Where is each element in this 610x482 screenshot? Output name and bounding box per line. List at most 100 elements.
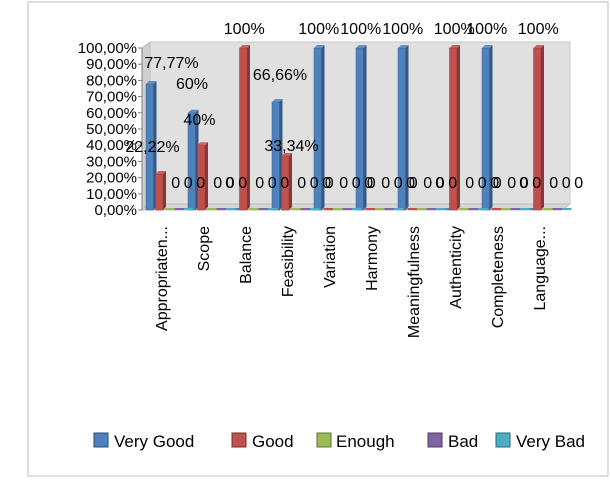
bar bbox=[352, 208, 362, 210]
bar bbox=[468, 208, 478, 210]
bar bbox=[375, 208, 385, 210]
bar-side bbox=[405, 45, 409, 210]
data-label: 0 bbox=[562, 175, 571, 192]
legend-label: Very Good bbox=[114, 432, 194, 451]
x-tick-label: Language... bbox=[532, 226, 549, 311]
data-label: 100% bbox=[466, 21, 507, 38]
legend-swatch bbox=[93, 432, 109, 448]
data-label: 33,34% bbox=[264, 138, 318, 155]
bar-top bbox=[482, 45, 493, 48]
bar-top bbox=[146, 81, 157, 85]
x-tick-label: Variation bbox=[322, 226, 339, 288]
data-label: 0 bbox=[196, 175, 205, 192]
bar bbox=[478, 208, 488, 210]
data-label: 100% bbox=[434, 21, 475, 38]
y-tick-label: 100,00% bbox=[78, 40, 137, 57]
x-tick-label: Meaningfulness bbox=[406, 226, 423, 338]
bar bbox=[417, 208, 427, 210]
data-label: 0 bbox=[225, 175, 234, 192]
bar-top bbox=[356, 45, 367, 48]
bar-top bbox=[197, 142, 208, 146]
bar bbox=[436, 208, 446, 210]
data-label: 0 bbox=[213, 175, 222, 192]
bar bbox=[520, 208, 530, 210]
data-label: 0 bbox=[409, 175, 418, 192]
bar bbox=[271, 101, 280, 211]
y-tick-label: 70,00% bbox=[86, 89, 137, 106]
x-tick-label: Completeness bbox=[490, 226, 507, 328]
y-tick-label: 30,00% bbox=[86, 153, 137, 170]
data-label: 22,22% bbox=[125, 139, 179, 156]
data-label: 0 bbox=[532, 175, 541, 192]
data-label: 0 bbox=[226, 175, 235, 192]
bar bbox=[155, 173, 164, 211]
data-label: 0 bbox=[507, 175, 516, 192]
y-tick-label: 80,00% bbox=[86, 72, 137, 89]
bar bbox=[407, 208, 417, 210]
y-tick-label: 10,00% bbox=[86, 186, 137, 203]
data-label: 100% bbox=[518, 21, 559, 38]
data-label: 0 bbox=[519, 175, 528, 192]
bar bbox=[226, 208, 236, 210]
bar bbox=[333, 208, 343, 210]
bar-side bbox=[163, 171, 166, 210]
bar bbox=[216, 208, 226, 210]
bar-top bbox=[272, 99, 283, 103]
bar-side bbox=[541, 45, 544, 210]
data-label: 0 bbox=[381, 175, 390, 192]
bar-top bbox=[239, 45, 250, 48]
data-label: 0 bbox=[297, 175, 306, 192]
data-label: 77,77% bbox=[144, 55, 198, 72]
data-label: 0 bbox=[238, 175, 247, 192]
bar bbox=[300, 208, 310, 210]
bar-side bbox=[247, 45, 250, 210]
legend-swatch bbox=[316, 432, 332, 448]
bar bbox=[491, 208, 501, 210]
data-label: 0 bbox=[367, 175, 376, 192]
bar bbox=[174, 208, 184, 210]
bar-side bbox=[457, 45, 460, 210]
legend-swatch bbox=[231, 432, 247, 448]
bar bbox=[426, 208, 436, 210]
bar-top bbox=[188, 109, 199, 113]
data-label: 100% bbox=[340, 21, 381, 38]
legend-label: Very Bad bbox=[516, 432, 585, 451]
data-label: 0 bbox=[325, 175, 334, 192]
y-tick-label: 20,00% bbox=[86, 170, 137, 187]
data-label: 0 bbox=[184, 175, 193, 192]
data-label: 100% bbox=[224, 21, 265, 38]
bar bbox=[510, 208, 520, 210]
y-tick-label: 60,00% bbox=[86, 105, 137, 122]
x-tick-label: Harmony bbox=[364, 226, 381, 291]
data-label: 60% bbox=[176, 76, 208, 93]
bar bbox=[310, 208, 320, 210]
bar bbox=[384, 208, 394, 210]
y-tick-label: 50,00% bbox=[86, 121, 137, 138]
x-tick-label: Balance bbox=[238, 226, 255, 284]
legend-swatch bbox=[495, 432, 511, 448]
data-label: 0 bbox=[490, 175, 499, 192]
data-label: 0 bbox=[171, 175, 180, 192]
bar bbox=[501, 208, 511, 210]
data-label: 0 bbox=[478, 175, 487, 192]
bar bbox=[543, 208, 553, 210]
x-tick-label: Appropriaten... bbox=[154, 226, 171, 331]
bar bbox=[268, 208, 278, 210]
x-tick-label: Authenticity bbox=[448, 226, 465, 309]
legend-label: Bad bbox=[448, 432, 478, 451]
data-label: 40% bbox=[183, 112, 215, 129]
data-label: 0 bbox=[322, 175, 331, 192]
legend-label: Good bbox=[252, 432, 294, 451]
data-label: 66,66% bbox=[253, 67, 307, 84]
bar bbox=[165, 208, 175, 210]
bar-side bbox=[489, 45, 493, 210]
data-label: 100% bbox=[298, 21, 339, 38]
data-label: 0 bbox=[255, 175, 264, 192]
data-label: 0 bbox=[436, 175, 445, 192]
bar-top bbox=[281, 152, 292, 156]
bar bbox=[184, 208, 194, 210]
bar-top bbox=[533, 45, 544, 48]
data-label: 100% bbox=[382, 21, 423, 38]
bar bbox=[365, 208, 375, 210]
